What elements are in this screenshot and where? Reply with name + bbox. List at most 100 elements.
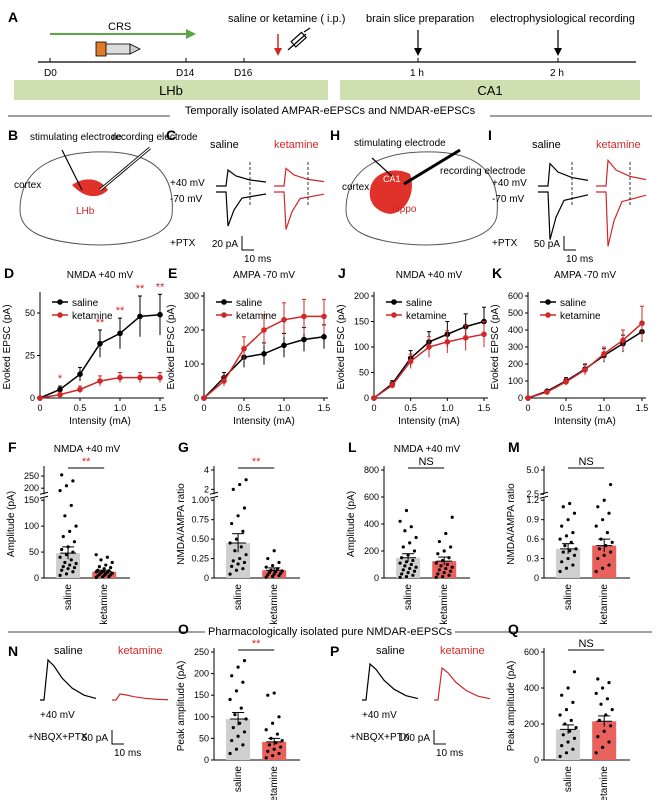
- data-point-d-saline: [157, 311, 163, 318]
- chart-title-e: AMPA -70 mV: [233, 270, 295, 281]
- data-point-o-saline: [241, 743, 245, 747]
- data-point-f-saline: [63, 560, 67, 565]
- category-label-l-saline: saline: [403, 584, 414, 611]
- chart-q: Q 0 200 400 600 Peak amplitude (pA) saline keta…: [506, 621, 630, 800]
- trace-drug-n: +NBQX+PTX: [28, 732, 88, 743]
- data-point-e-ketamine: [321, 313, 327, 320]
- data-point-l-ketamine: [434, 575, 438, 579]
- data-point-g-saline: [244, 478, 248, 482]
- y-tick-label-e: 0: [194, 393, 199, 403]
- category-label-q-ketamine: ketamine: [599, 766, 610, 800]
- data-point-m-saline: [571, 563, 575, 567]
- trace-v2-i: -70 mV: [492, 194, 525, 205]
- panel-label-c: C: [166, 127, 176, 143]
- data-point-g-saline: [233, 549, 237, 553]
- data-point-o-saline: [230, 738, 234, 743]
- data-point-l-ketamine: [449, 545, 453, 549]
- data-point-f-saline: [72, 540, 77, 544]
- trace-drug-c: +PTX: [170, 238, 196, 249]
- data-point-m-saline: [571, 531, 575, 535]
- data-point-l-saline: [404, 575, 409, 579]
- data-point-l-ketamine: [439, 564, 443, 568]
- data-point-q-saline: [560, 744, 564, 748]
- data-point-d-saline: [57, 386, 63, 393]
- y-axis-label-m: NMDA/AMPA ratio: [506, 483, 517, 565]
- panel-label-m: M: [508, 439, 520, 455]
- trace-ketamine-label-p: ketamine: [440, 645, 485, 657]
- region-label-lhb: LHb: [159, 83, 183, 98]
- data-point-q-saline: [566, 740, 570, 744]
- data-point-g-ketamine: [267, 570, 271, 575]
- significance-q: NS: [578, 638, 593, 650]
- data-point-q-ketamine: [601, 745, 605, 750]
- section-title-1-text: Temporally isolated AMPAR-eEPSCs and NMD…: [185, 105, 476, 117]
- recording-arrow-head: [554, 48, 562, 56]
- y-tick-label-e: 100: [184, 359, 199, 369]
- trace-v1-p: +40 mV: [362, 710, 397, 721]
- tick-d0: D0: [44, 68, 57, 79]
- data-point-o-saline: [242, 659, 247, 663]
- y-axis-label-e: Evoked EPSC (pA): [166, 304, 177, 389]
- data-point-q-saline: [569, 718, 573, 723]
- data-point-o-ketamine: [272, 747, 276, 751]
- data-point-m-saline: [574, 547, 578, 551]
- data-point-q-saline: [558, 713, 562, 717]
- data-point-q-saline: [566, 686, 570, 690]
- data-point-f-saline: [74, 524, 78, 528]
- data-point-g-ketamine: [264, 575, 268, 579]
- y-tick-label-g: 0.75: [191, 515, 209, 525]
- axis-break-mark2-f: [39, 491, 49, 495]
- trace-n-scale-y: 50 pA: [82, 733, 108, 744]
- data-point-e-ketamine: [221, 378, 227, 384]
- data-point-f-saline: [64, 553, 69, 557]
- stim-label-b: stimulating electrode: [30, 132, 122, 143]
- lhb-region-b: [72, 179, 108, 197]
- data-point-m-ketamine: [605, 531, 610, 535]
- data-point-q-ketamine: [609, 724, 613, 728]
- trace-v1-c: +40 mV: [170, 178, 205, 189]
- x-tick-label-k: 0.5: [560, 403, 573, 413]
- trace-saline-label-p: saline: [376, 645, 405, 657]
- data-point-o-saline: [238, 721, 242, 725]
- chart-f: F NMDA +40 mV 0 50 100 150 200 250 Amplitude (pA…: [6, 439, 130, 625]
- data-point-e-saline: [301, 336, 307, 343]
- y-tick-label-q: 200: [524, 719, 539, 729]
- legend-marker-j-ketamine: [391, 312, 397, 318]
- chart-title-f: NMDA +40 mV: [54, 444, 121, 455]
- y-axis-label-g: NMDA/AMPA ratio: [176, 483, 187, 565]
- data-point-q-saline: [568, 729, 572, 733]
- y-tick-label-l: 0: [374, 573, 379, 583]
- data-point-l-saline: [408, 566, 412, 571]
- data-point-l-ketamine: [444, 531, 448, 536]
- y-axis-label-k: Evoked EPSC (pA): [490, 304, 501, 389]
- data-point-l-saline: [412, 549, 417, 553]
- axis-break-gap-g: [210, 494, 218, 499]
- cortex-label-h: cortex: [342, 182, 369, 193]
- crs-label: CRS: [108, 21, 131, 33]
- stim-electrode-h: [371, 157, 395, 179]
- data-point-m-ketamine: [597, 547, 602, 551]
- panel-label-o: O: [178, 621, 189, 637]
- trace-ketamine-c-inward: [274, 191, 325, 230]
- trace-p-scale-y: 100 pA: [398, 733, 430, 744]
- data-point-q-saline: [561, 733, 565, 737]
- data-point-g-ketamine: [266, 573, 270, 577]
- trace-n-scale-x: 10 ms: [114, 748, 141, 759]
- data-point-o-ketamine: [271, 754, 275, 758]
- x-tick-label-e: 0.5: [238, 403, 251, 413]
- y-tick-label-m: 0: [534, 573, 539, 583]
- data-point-e-ketamine: [281, 317, 287, 323]
- legend-marker-j-saline: [391, 299, 397, 305]
- data-point-e-ketamine: [261, 327, 267, 333]
- data-point-m-ketamine: [601, 518, 605, 522]
- data-point-l-saline: [409, 525, 413, 529]
- y-tick-label-g: 2: [204, 484, 209, 494]
- data-point-l-ketamine: [437, 568, 441, 572]
- y-tick-label-g: 4: [204, 465, 209, 475]
- diagram-b: B stimulating electrode recording electr…: [8, 127, 198, 246]
- y-tick-label-o: 250: [194, 647, 209, 657]
- data-point-j-ketamine: [444, 339, 451, 345]
- data-point-o-saline: [230, 674, 234, 678]
- y-axis-label-d: Evoked EPSC (pA): [2, 304, 13, 389]
